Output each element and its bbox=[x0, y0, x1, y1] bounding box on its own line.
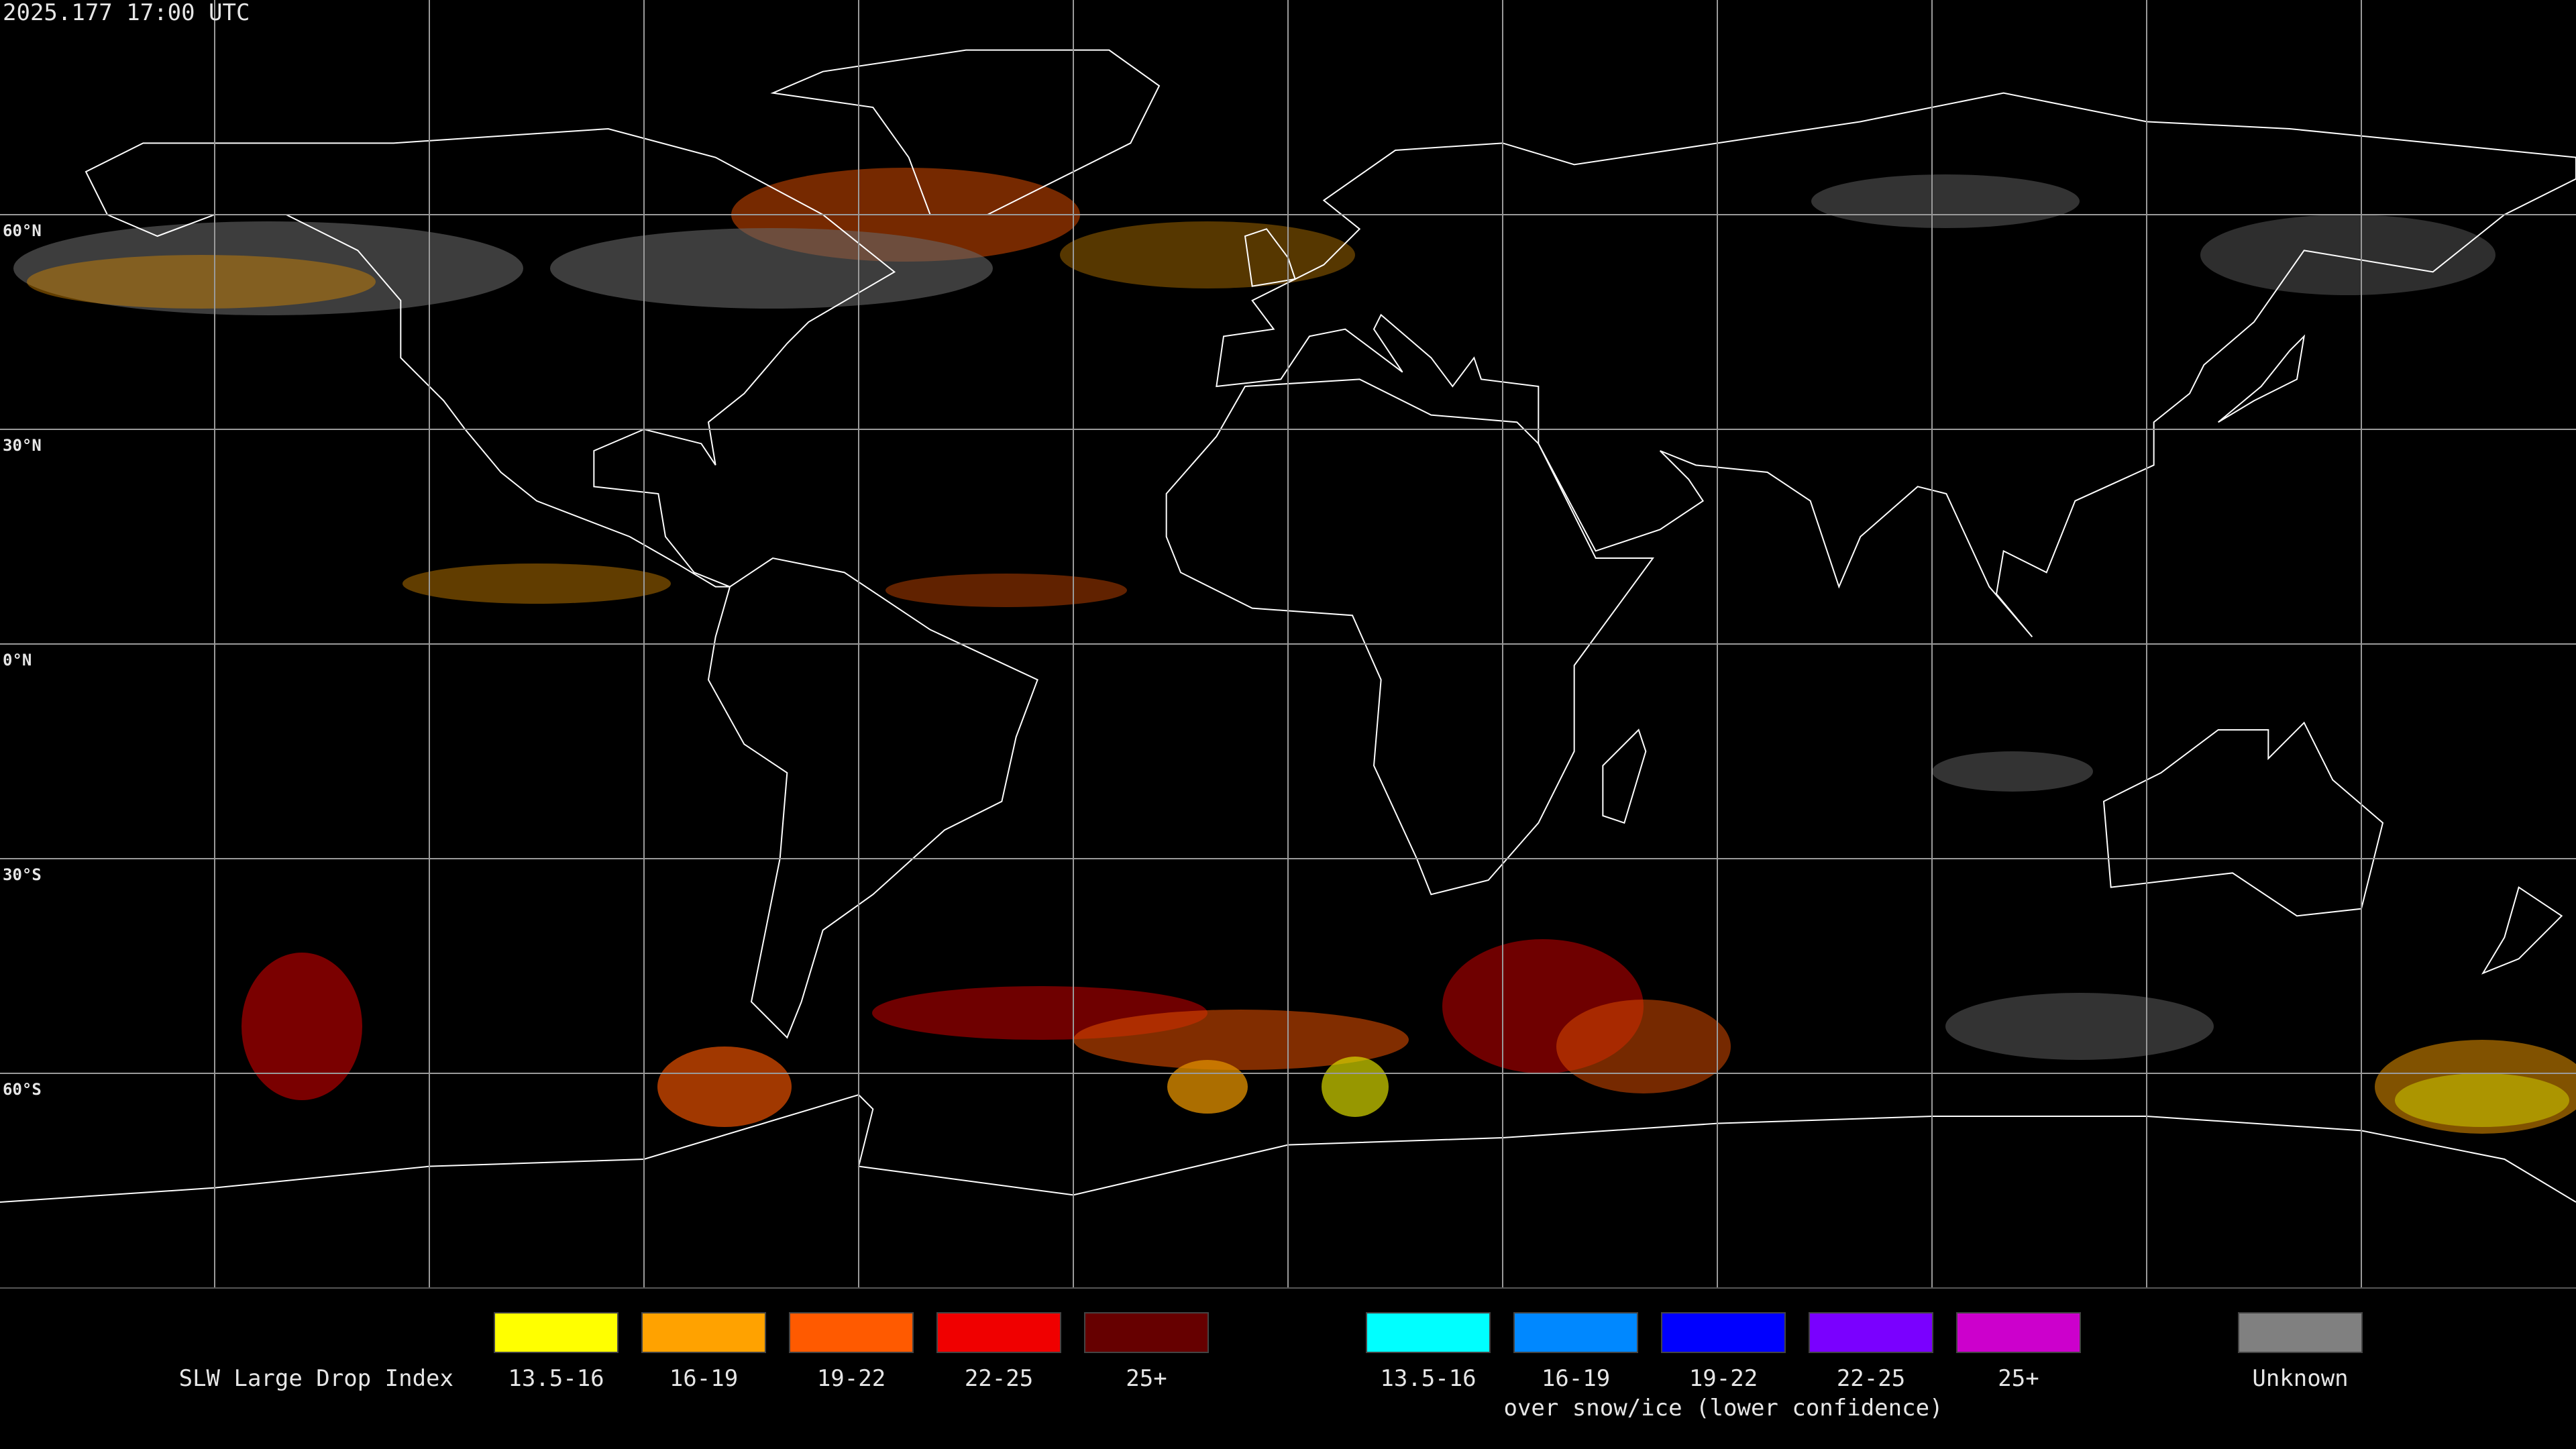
legend-caption: over snow/ice (lower confidence) bbox=[1503, 1395, 1943, 1421]
legend-swatch bbox=[1661, 1312, 1786, 1353]
legend-label: 22-25 bbox=[1837, 1365, 1905, 1392]
legend-label: 25+ bbox=[1126, 1365, 1167, 1392]
greenland bbox=[773, 50, 1159, 215]
legend-label: 13.5-16 bbox=[508, 1365, 604, 1392]
legend-label: 16-19 bbox=[1542, 1365, 1610, 1392]
south-america bbox=[708, 558, 1038, 1038]
legend-swatch bbox=[1366, 1312, 1491, 1353]
legend-label: Unknown bbox=[2252, 1365, 2348, 1392]
legend-swatch bbox=[1084, 1312, 1209, 1353]
legend-swatch bbox=[2238, 1312, 2363, 1353]
legend-swatch bbox=[641, 1312, 766, 1353]
graticule: 60°N 30°N 0°N 30°S 60°S bbox=[0, 0, 2576, 1288]
coastlines bbox=[0, 50, 2576, 1202]
latitude-label: 60°S bbox=[3, 1080, 42, 1099]
legend-label: 22-25 bbox=[965, 1365, 1033, 1392]
legend-swatch bbox=[1513, 1312, 1638, 1353]
legend-swatch bbox=[494, 1312, 619, 1353]
latitude-label: 60°N bbox=[3, 221, 42, 240]
japan bbox=[2218, 336, 2304, 422]
legend-title: SLW Large Drop Index bbox=[179, 1365, 453, 1392]
eurasia bbox=[1216, 93, 2576, 637]
latitude-label: 30°N bbox=[3, 436, 42, 455]
legend-swatch bbox=[789, 1312, 914, 1353]
latitude-label: 0°N bbox=[3, 651, 32, 669]
latitude-label: 30°S bbox=[3, 865, 42, 884]
antarctica bbox=[0, 1095, 2576, 1202]
legend-label: 25+ bbox=[1998, 1365, 2039, 1392]
new-zealand bbox=[2483, 888, 2561, 973]
legend-label: 19-22 bbox=[817, 1365, 885, 1392]
legend: SLW Large Drop Index 13.5-16 16-19 19-22 22-… bbox=[179, 1312, 2363, 1421]
legend-label: 13.5-16 bbox=[1380, 1365, 1476, 1392]
legend-label: 19-22 bbox=[1689, 1365, 1758, 1392]
madagascar bbox=[1603, 730, 1646, 823]
legend-swatch bbox=[1956, 1312, 2081, 1353]
legend-swatch bbox=[936, 1312, 1061, 1353]
legend-swatch bbox=[1809, 1312, 1933, 1353]
legend-label: 16-19 bbox=[669, 1365, 738, 1392]
australia bbox=[2104, 722, 2383, 916]
timestamp: 2025.177 17:00 UTC bbox=[3, 0, 250, 26]
africa bbox=[1167, 379, 1653, 894]
north-america bbox=[86, 129, 894, 587]
